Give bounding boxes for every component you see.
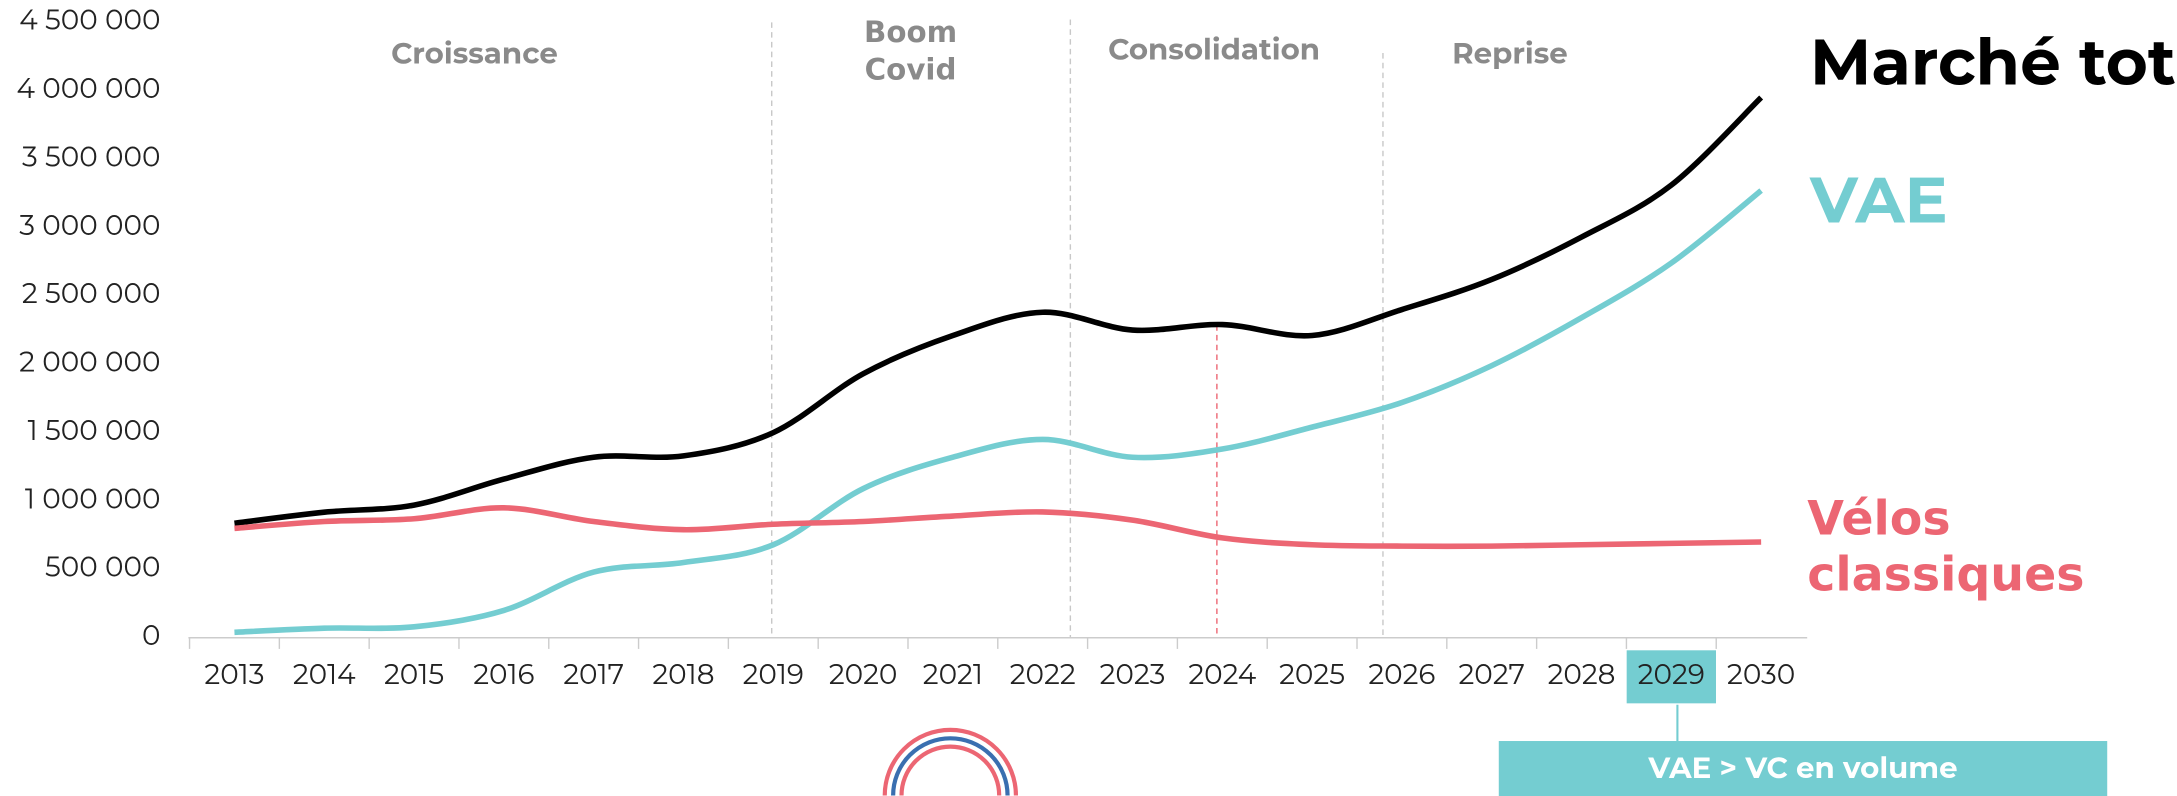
x-tick-label: 2013 [204, 658, 264, 692]
x-tick-label: 2018 [652, 658, 714, 692]
x-tick-label: 2025 [1279, 658, 1345, 692]
x-tick-label: 2019 [743, 658, 804, 692]
phase-label: Croissance [391, 37, 558, 72]
y-tick-label: 1 000 000 [25, 482, 161, 516]
annotation: VAE > VC en volume [1647, 751, 1957, 786]
x-tick-label: 2022 [1010, 658, 1076, 692]
x-tick-label: 2021 [923, 658, 983, 692]
x-tick-label: 2016 [473, 658, 534, 692]
y-tick-label: 3 000 000 [19, 209, 160, 243]
phase-label: Consolidation [1108, 33, 1320, 68]
y-tick-label: 2 500 000 [22, 277, 161, 311]
series-line [234, 95, 1764, 527]
x-tick-label: 2028 [1548, 658, 1616, 692]
series-line [234, 505, 1762, 550]
annotation-box [1498, 741, 2108, 796]
logo [882, 727, 1019, 796]
y-tick-label: 2 000 000 [19, 346, 160, 380]
x-tick-label: 2017 [563, 658, 624, 692]
y-tick-label: 3 500 000 [22, 140, 161, 174]
phase-label: Boom Covid [863, 15, 958, 87]
legend-label: Vélos classiques [1807, 491, 2085, 603]
legend-box: Vélos classiques [1807, 491, 2085, 603]
x-tick-label: 2027 [1458, 658, 1524, 692]
phase-label: Reprise [1452, 37, 1568, 72]
y-tick-label: 4 500 000 [19, 4, 160, 38]
series-line [234, 188, 1763, 636]
legend-label: VAE [1809, 161, 1948, 239]
y-tick-label: 4 000 000 [17, 72, 161, 106]
x-tick-label: 2024 [1188, 658, 1256, 692]
legend-label: Marché total [1810, 23, 2177, 101]
phase-dividers [771, 19, 1384, 638]
x-tick-label: 2015 [384, 658, 444, 692]
y-tick-label: 0 [142, 619, 160, 653]
phase-box: Boom Covid [863, 15, 958, 87]
x-tick-label: 2026 [1368, 658, 1435, 692]
x-tick-label: 2030 [1727, 658, 1795, 692]
x-tick-label: 2020 [829, 658, 898, 692]
y-tick-label: 1 500 000 [28, 414, 161, 448]
x-tick-label: 2023 [1100, 658, 1166, 692]
x-tick-label: 2014 [293, 658, 356, 692]
y-tick-label: 500 000 [45, 551, 160, 585]
x-tick-label: 2029 [1638, 658, 1705, 692]
highlight-box [1626, 650, 1716, 704]
